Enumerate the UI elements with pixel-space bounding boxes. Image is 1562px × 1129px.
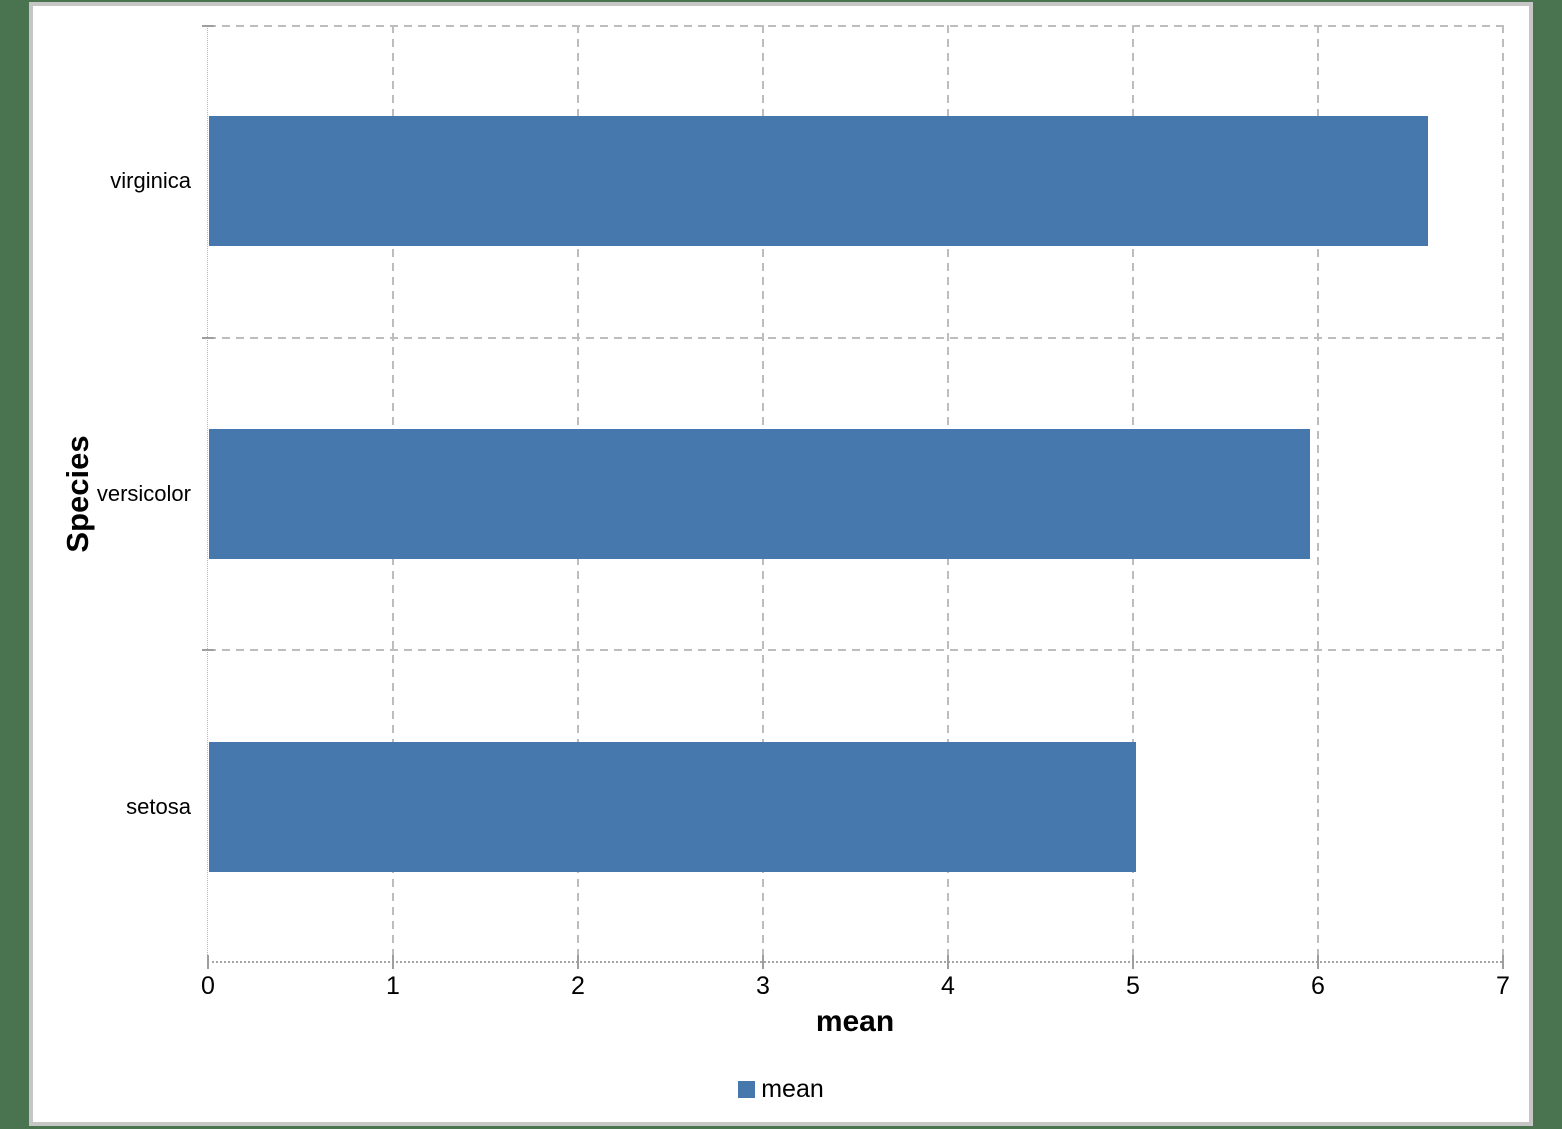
x-axis-tick	[1132, 955, 1134, 969]
x-axis-tick	[762, 955, 764, 969]
chart-canvas: Species mean 0 1 2 3 4 5 6 7 setosa versicolor vir…	[29, 2, 1533, 1126]
category-label-versicolor: versicolor	[96, 481, 191, 506]
x-tick-label: 5	[1126, 972, 1140, 1000]
gridline-horizontal	[208, 336, 1502, 339]
category-label-virginica: virginica	[110, 168, 191, 194]
x-axis-tick	[577, 955, 579, 969]
legend-swatch-mean	[738, 1081, 756, 1098]
category-label-setosa: setosa	[126, 793, 191, 819]
x-axis-tick	[947, 955, 949, 969]
x-tick-label: 4	[941, 972, 955, 1000]
x-tick-label: 7	[1496, 972, 1510, 1000]
x-tick-label: 0	[201, 972, 215, 1000]
x-tick-label: 6	[1311, 972, 1325, 1000]
x-axis-tick	[1317, 955, 1319, 969]
bar-versicolor	[209, 429, 1310, 559]
plot-area: mean 0 1 2 3 4 5 6 7 setosa versicolor virginica	[97, 25, 1510, 1038]
legend: mean	[33, 1075, 1529, 1104]
y-axis-tick	[202, 649, 214, 652]
gridline-vertical	[1317, 25, 1319, 961]
gridline-vertical	[1502, 25, 1504, 961]
gridline-horizontal	[208, 25, 1502, 27]
bar-virginica	[209, 116, 1429, 247]
x-axis-tick	[392, 955, 394, 969]
x-axis-tick	[1502, 955, 1504, 969]
x-tick-label: 1	[386, 972, 400, 1000]
x-axis-tick	[207, 955, 209, 969]
bar-setosa	[209, 741, 1136, 872]
gridline-horizontal	[208, 649, 1502, 652]
y-axis-tick	[202, 25, 214, 27]
x-tick-label: 3	[756, 972, 770, 1000]
x-axis-title: mean	[815, 1005, 895, 1038]
x-tick-label: 2	[571, 972, 585, 1000]
y-axis-tick	[202, 336, 214, 339]
legend-label-mean: mean	[761, 1075, 824, 1103]
